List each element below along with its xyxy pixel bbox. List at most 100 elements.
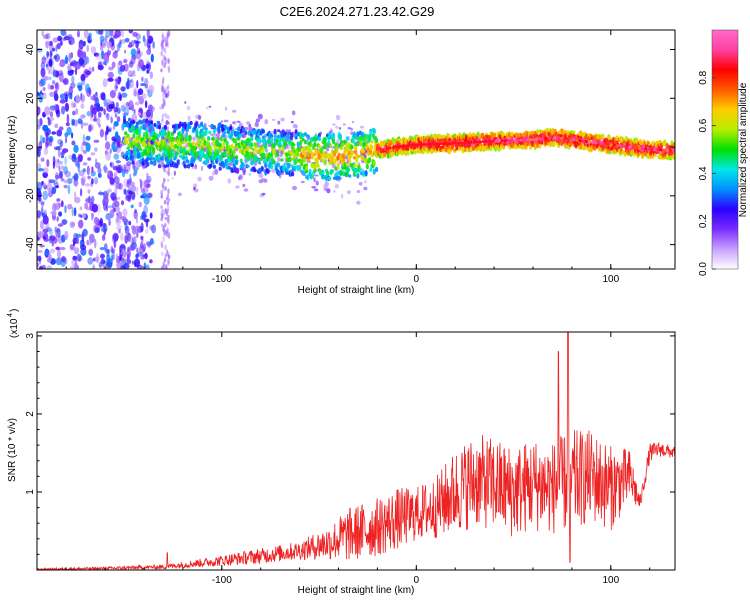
heatmap-cell (165, 93, 169, 98)
heatmap-cell (133, 210, 138, 220)
heatmap-cell (58, 72, 64, 83)
heatmap-cell (102, 222, 106, 229)
heatmap-cell (264, 144, 268, 150)
heatmap-cell (146, 156, 150, 162)
heatmap-cell (160, 217, 163, 222)
heatmap-cell (164, 216, 167, 220)
heatmap-cell (164, 245, 167, 250)
heatmap-cell (60, 105, 66, 115)
heatmap-cell (315, 181, 319, 186)
heatmap-cell (342, 158, 346, 163)
heatmap-cell (129, 244, 136, 251)
heatmap-cell (161, 60, 164, 67)
heatmap-cell (45, 227, 52, 232)
heatmap-cell (228, 166, 232, 170)
heatmap-cell (151, 224, 157, 234)
heatmap-cell (277, 162, 281, 168)
heatmap-cell (289, 134, 293, 141)
heatmap-cell (305, 165, 309, 170)
heatmap-cell (56, 216, 59, 222)
heatmap-cell (103, 166, 109, 173)
heatmap-cell (209, 146, 213, 153)
heatmap-cell (368, 134, 372, 141)
heatmap-cell (345, 163, 349, 167)
heatmap-cell (94, 227, 100, 233)
heatmap-cell (165, 120, 169, 126)
heatmap-cell (115, 160, 121, 164)
heatmap-cell (631, 146, 635, 149)
heatmap-cell (659, 148, 663, 152)
heatmap-cell (103, 228, 107, 236)
heatmap-cell (119, 249, 123, 259)
heatmap-cell (253, 168, 257, 173)
heatmap-cell (328, 160, 332, 166)
heatmap-cell (37, 255, 42, 262)
heatmap-cell (426, 142, 430, 146)
heatmap-cell (131, 190, 136, 201)
heatmap-cell (272, 118, 276, 121)
heatmap-cell (165, 230, 168, 238)
heatmap-cell (71, 119, 75, 126)
heatmap-cell (113, 121, 119, 127)
heatmap-cell (234, 120, 237, 126)
heatmap-cell (618, 144, 623, 148)
heatmap-cell (140, 235, 144, 240)
heatmap-cell (469, 141, 473, 144)
heatmap-cell (299, 133, 303, 138)
heatmap-cell (42, 56, 49, 61)
heatmap-cell (161, 39, 164, 45)
heatmap-cell (562, 137, 567, 141)
heatmap-cell (552, 141, 556, 148)
heatmap-cell (49, 85, 55, 90)
heatmap-cell (328, 130, 333, 134)
heatmap-cell (60, 30, 66, 36)
heatmap-cell (166, 227, 169, 235)
heatmap-cell (55, 257, 62, 266)
heatmap-cell (87, 157, 92, 161)
heatmap-cell (113, 239, 117, 249)
heatmap-cell (229, 125, 233, 131)
heatmap-cell (671, 149, 675, 152)
heatmap-cell (263, 178, 268, 183)
heatmap-cell (66, 113, 70, 124)
heatmap-cell (625, 145, 629, 149)
heatmap-cell (164, 257, 167, 262)
heatmap-cell (216, 149, 220, 154)
heatmap-cell (193, 136, 196, 142)
heatmap-cell (122, 118, 127, 124)
heatmap-cell (106, 258, 113, 267)
heatmap-cell (656, 148, 660, 152)
heatmap-cell (662, 148, 666, 152)
heatmap-cell (224, 106, 228, 112)
heatmap-cell (522, 138, 526, 142)
heatmap-cell (161, 113, 164, 121)
heatmap-cell (290, 121, 294, 124)
heatmap-cell (140, 256, 146, 260)
heatmap-cell (510, 139, 514, 142)
heatmap-cell (114, 78, 118, 83)
heatmap-cell (315, 159, 319, 164)
heatmap-cell (170, 136, 174, 141)
x-tick-label: 100 (602, 575, 619, 586)
heatmap-cell (123, 188, 127, 195)
heatmap-cell (70, 265, 77, 269)
heatmap-cell (345, 171, 349, 178)
heatmap-cell (594, 141, 598, 145)
heatmap-cell (38, 140, 43, 149)
heatmap-cell (243, 188, 249, 192)
heatmap-cell (211, 156, 215, 162)
heatmap-cell (603, 142, 607, 146)
heatmap-cell (54, 158, 61, 168)
heatmap-cell (288, 156, 292, 163)
heatmap-cell (302, 156, 306, 163)
heatmap-cell (165, 170, 168, 174)
heatmap-cell (116, 215, 120, 223)
heatmap-cell (130, 48, 137, 57)
heatmap-cell (81, 95, 85, 102)
heatmap-cell (640, 147, 644, 151)
heatmap-cell (46, 60, 50, 71)
heatmap-cell (161, 209, 164, 213)
heatmap-cell (250, 142, 254, 148)
heatmap-cell (189, 120, 193, 126)
heatmap-cell (128, 30, 133, 34)
